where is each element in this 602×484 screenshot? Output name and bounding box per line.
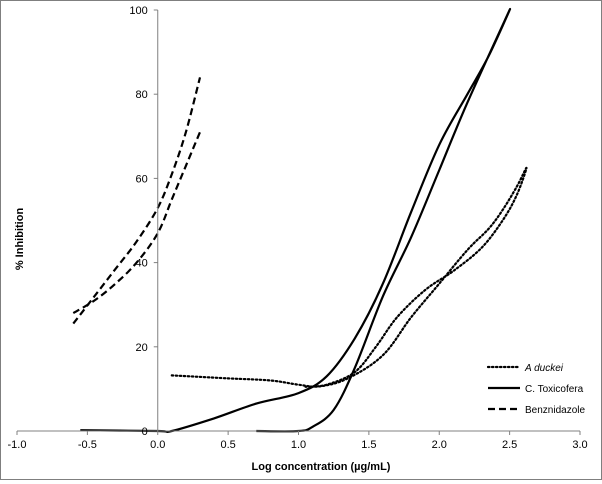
x-tick-label: 1.0 [291, 439, 306, 451]
x-axis-title: Log concentration (µg/mL) [252, 461, 391, 473]
x-tick-label: 0.5 [220, 439, 235, 451]
legend-label-a-duckei: A duckei [524, 363, 564, 374]
series-group [72, 7, 528, 434]
y-tick-label: 20 [136, 342, 148, 354]
y-tick-label: 60 [136, 173, 148, 185]
series-line-benznidazole-1 [72, 77, 202, 325]
legend: A duckei C. Toxicofera Benznidazole [486, 363, 585, 416]
x-tick-label: 3.0 [572, 439, 587, 451]
x-tick-label: 1.5 [361, 439, 376, 451]
legend-label-benznidazole: Benznidazole [525, 405, 585, 416]
y-tick-label: 0 [142, 426, 148, 438]
series-line-c-toxicofera [80, 7, 512, 434]
legend-label-c-toxicofera: C. Toxicofera [525, 384, 584, 395]
x-tick-label: 0.0 [150, 439, 165, 451]
x-tick-group: -1.0 -0.5 0.0 0.5 1.0 1.5 2.0 2.5 3.0 [8, 431, 588, 451]
y-axis-title: % Inhibition [14, 208, 26, 271]
series-line-a-duckei [170, 166, 528, 388]
y-tick-label: 100 [129, 5, 147, 17]
x-tick-label: 2.5 [502, 439, 517, 451]
y-tick-label: 80 [136, 89, 148, 101]
y-tick-label: 40 [136, 258, 148, 270]
x-tick-label: -1.0 [8, 439, 27, 451]
y-tick-group: 0 20 40 60 80 100 [129, 5, 158, 438]
x-tick-label: -0.5 [78, 439, 97, 451]
series-line-benznidazole-2 [72, 131, 202, 315]
x-tick-label: 2.0 [432, 439, 447, 451]
